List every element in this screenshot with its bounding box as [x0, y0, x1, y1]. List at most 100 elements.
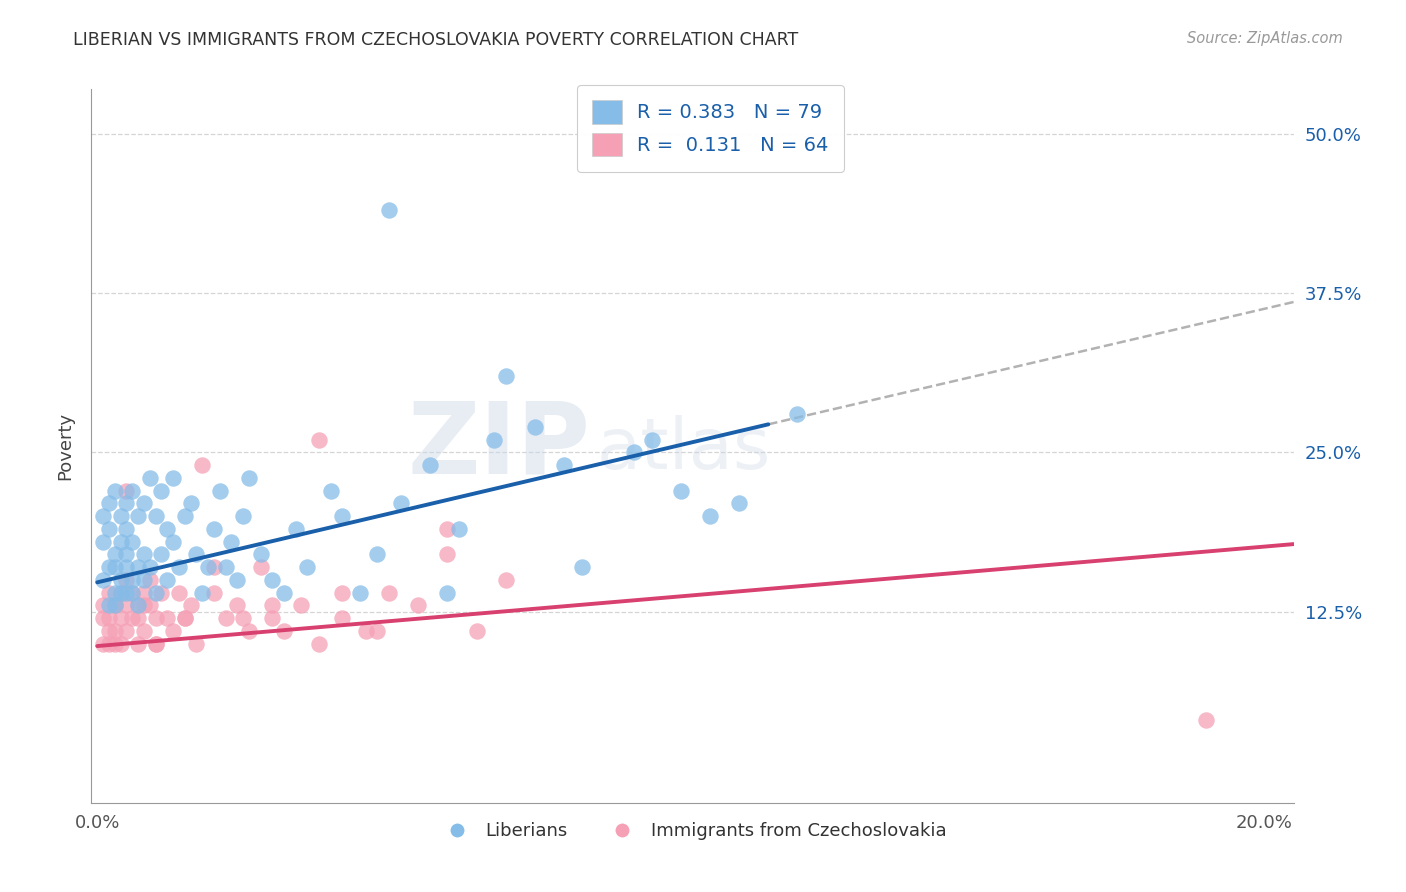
Point: [132, 573, 155, 587]
Point: [197, 560, 219, 574]
Point: [150, 483, 173, 498]
Point: [150, 547, 173, 561]
Point: [232, 509, 254, 524]
Point: [406, 599, 429, 613]
Point: [436, 522, 458, 536]
Point: [104, 624, 127, 638]
Point: [162, 471, 184, 485]
Point: [330, 509, 353, 524]
Point: [110, 509, 132, 524]
Point: [115, 483, 138, 498]
Text: atlas: atlas: [596, 415, 770, 484]
Point: [139, 573, 162, 587]
Point: [104, 599, 127, 613]
Point: [97, 611, 120, 625]
Point: [91, 573, 114, 587]
Point: [173, 611, 195, 625]
Point: [173, 611, 195, 625]
Point: [132, 624, 155, 638]
Point: [173, 509, 195, 524]
Point: [145, 611, 167, 625]
Point: [91, 599, 114, 613]
Point: [238, 471, 260, 485]
Point: [121, 534, 143, 549]
Point: [127, 636, 149, 650]
Point: [150, 585, 173, 599]
Point: [354, 624, 377, 638]
Legend: Liberians, Immigrants from Czechoslovakia: Liberians, Immigrants from Czechoslovaki…: [432, 815, 953, 847]
Point: [623, 445, 645, 459]
Point: [389, 496, 412, 510]
Point: [145, 585, 167, 599]
Point: [523, 420, 546, 434]
Point: [366, 547, 388, 561]
Point: [139, 560, 162, 574]
Point: [139, 599, 162, 613]
Point: [297, 560, 319, 574]
Point: [145, 509, 167, 524]
Point: [115, 624, 138, 638]
Point: [436, 585, 458, 599]
Point: [115, 522, 138, 536]
Point: [262, 611, 284, 625]
Point: [202, 522, 225, 536]
Point: [127, 611, 149, 625]
Point: [273, 585, 295, 599]
Point: [273, 624, 295, 638]
Point: [447, 522, 470, 536]
Point: [186, 547, 208, 561]
Point: [115, 585, 138, 599]
Text: Source: ZipAtlas.com: Source: ZipAtlas.com: [1187, 31, 1343, 46]
Point: [104, 599, 127, 613]
Point: [156, 573, 179, 587]
Text: ZIP: ZIP: [408, 398, 591, 494]
Point: [1195, 713, 1218, 727]
Y-axis label: Poverty: Poverty: [56, 412, 75, 480]
Point: [156, 611, 179, 625]
Point: [127, 509, 149, 524]
Point: [495, 368, 517, 383]
Point: [284, 522, 307, 536]
Point: [308, 433, 330, 447]
Point: [553, 458, 575, 472]
Point: [121, 573, 143, 587]
Point: [202, 560, 225, 574]
Point: [191, 585, 214, 599]
Point: [104, 547, 127, 561]
Point: [786, 407, 808, 421]
Point: [330, 611, 353, 625]
Point: [436, 547, 458, 561]
Point: [180, 599, 202, 613]
Point: [640, 433, 662, 447]
Point: [191, 458, 214, 472]
Text: LIBERIAN VS IMMIGRANTS FROM CZECHOSLOVAKIA POVERTY CORRELATION CHART: LIBERIAN VS IMMIGRANTS FROM CZECHOSLOVAK…: [73, 31, 799, 49]
Point: [127, 560, 149, 574]
Point: [262, 573, 284, 587]
Point: [110, 585, 132, 599]
Point: [97, 496, 120, 510]
Point: [330, 585, 353, 599]
Point: [127, 599, 149, 613]
Point: [91, 636, 114, 650]
Point: [110, 636, 132, 650]
Point: [97, 636, 120, 650]
Point: [115, 496, 138, 510]
Point: [132, 547, 155, 561]
Point: [97, 624, 120, 638]
Point: [208, 483, 231, 498]
Point: [699, 509, 721, 524]
Point: [91, 534, 114, 549]
Point: [214, 560, 236, 574]
Point: [290, 599, 312, 613]
Point: [115, 573, 138, 587]
Point: [465, 624, 488, 638]
Point: [97, 599, 120, 613]
Point: [91, 611, 114, 625]
Point: [110, 585, 132, 599]
Point: [249, 560, 271, 574]
Point: [308, 636, 330, 650]
Point: [91, 509, 114, 524]
Point: [238, 624, 260, 638]
Point: [115, 599, 138, 613]
Point: [110, 534, 132, 549]
